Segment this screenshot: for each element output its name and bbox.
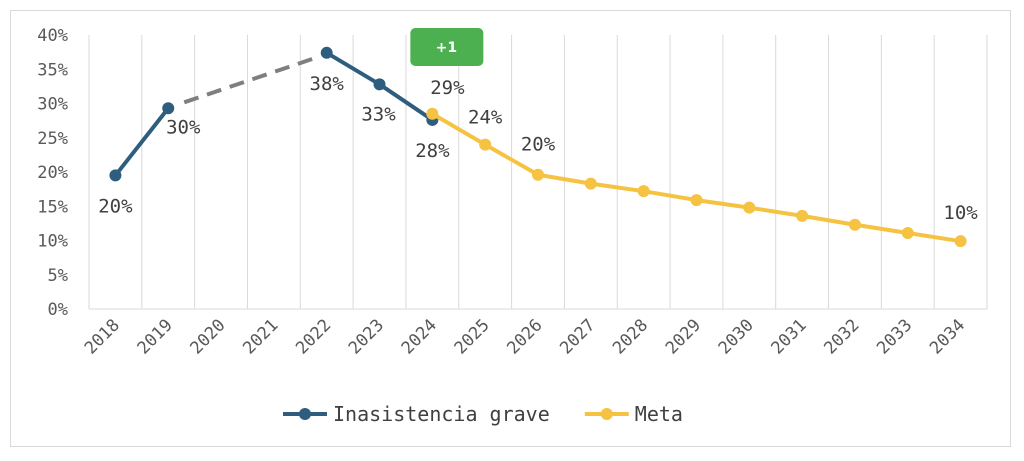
x-tick-label: 2034: [926, 315, 969, 358]
data-point-meta: [637, 185, 650, 198]
x-tick-label: 2032: [820, 315, 863, 358]
data-label: 28%: [415, 140, 450, 162]
y-tick-label: 20%: [37, 163, 68, 183]
y-tick-label: 15%: [37, 197, 68, 217]
chart-frame: [10, 10, 1011, 447]
data-point-inasistencia-grave: [320, 46, 333, 59]
data-label: 20%: [521, 134, 556, 156]
x-tick-label: 2029: [662, 315, 705, 358]
data-label: 29%: [430, 77, 465, 99]
x-tick-label: 2023: [345, 315, 388, 358]
y-tick-label: 25%: [37, 129, 68, 149]
data-label: 38%: [310, 73, 345, 95]
x-tick-label: 2028: [609, 315, 652, 358]
y-tick-label: 10%: [37, 232, 68, 252]
legend-label: Inasistencia grave: [333, 402, 550, 426]
data-point-meta: [848, 218, 861, 231]
data-label: 24%: [468, 107, 503, 129]
x-tick-label: 2026: [503, 315, 546, 358]
x-tick-label: 2030: [715, 315, 758, 358]
data-point-meta: [743, 201, 756, 214]
y-tick-label: 35%: [37, 60, 68, 80]
legend-marker: [600, 408, 613, 420]
legend-label: Meta: [635, 402, 683, 426]
data-label: 20%: [98, 195, 133, 217]
annotation-text: +1: [436, 40, 457, 56]
x-tick-label: 2031: [768, 315, 811, 358]
data-point-meta: [901, 226, 914, 239]
x-tick-label: 2025: [451, 315, 494, 358]
y-tick-label: 40%: [37, 26, 68, 46]
x-tick-label: 2020: [186, 315, 229, 358]
data-point-inasistencia-grave: [162, 102, 175, 115]
data-point-inasistencia-grave: [373, 78, 386, 91]
data-point-meta: [954, 235, 967, 248]
data-point-meta: [479, 138, 492, 151]
x-tick-label: 2024: [398, 315, 441, 358]
series-line-inasistencia-grave: [113, 107, 170, 177]
x-tick-label: 2018: [81, 315, 124, 358]
y-tick-label: 30%: [37, 95, 68, 115]
annotation-badge: [410, 28, 484, 66]
x-tick-label: 2033: [873, 315, 916, 358]
data-point-meta: [584, 177, 597, 190]
data-point-meta: [426, 107, 439, 120]
legend-marker: [299, 408, 311, 420]
gap-dashed-line: [183, 54, 320, 105]
data-point-inasistencia-grave: [109, 169, 122, 182]
data-label: 33%: [361, 103, 396, 125]
y-tick-label: 0%: [48, 300, 68, 320]
x-tick-label: 2021: [239, 315, 282, 358]
data-point-meta: [690, 194, 703, 207]
data-point-meta: [532, 168, 544, 181]
x-tick-label: 2022: [292, 315, 335, 358]
data-label: 30%: [166, 116, 201, 138]
x-tick-label: 2019: [134, 315, 177, 358]
y-tick-label: 5%: [48, 266, 68, 286]
data-point-meta: [796, 209, 809, 222]
x-tick-label: 2027: [556, 315, 599, 358]
data-label: 10%: [943, 202, 978, 224]
